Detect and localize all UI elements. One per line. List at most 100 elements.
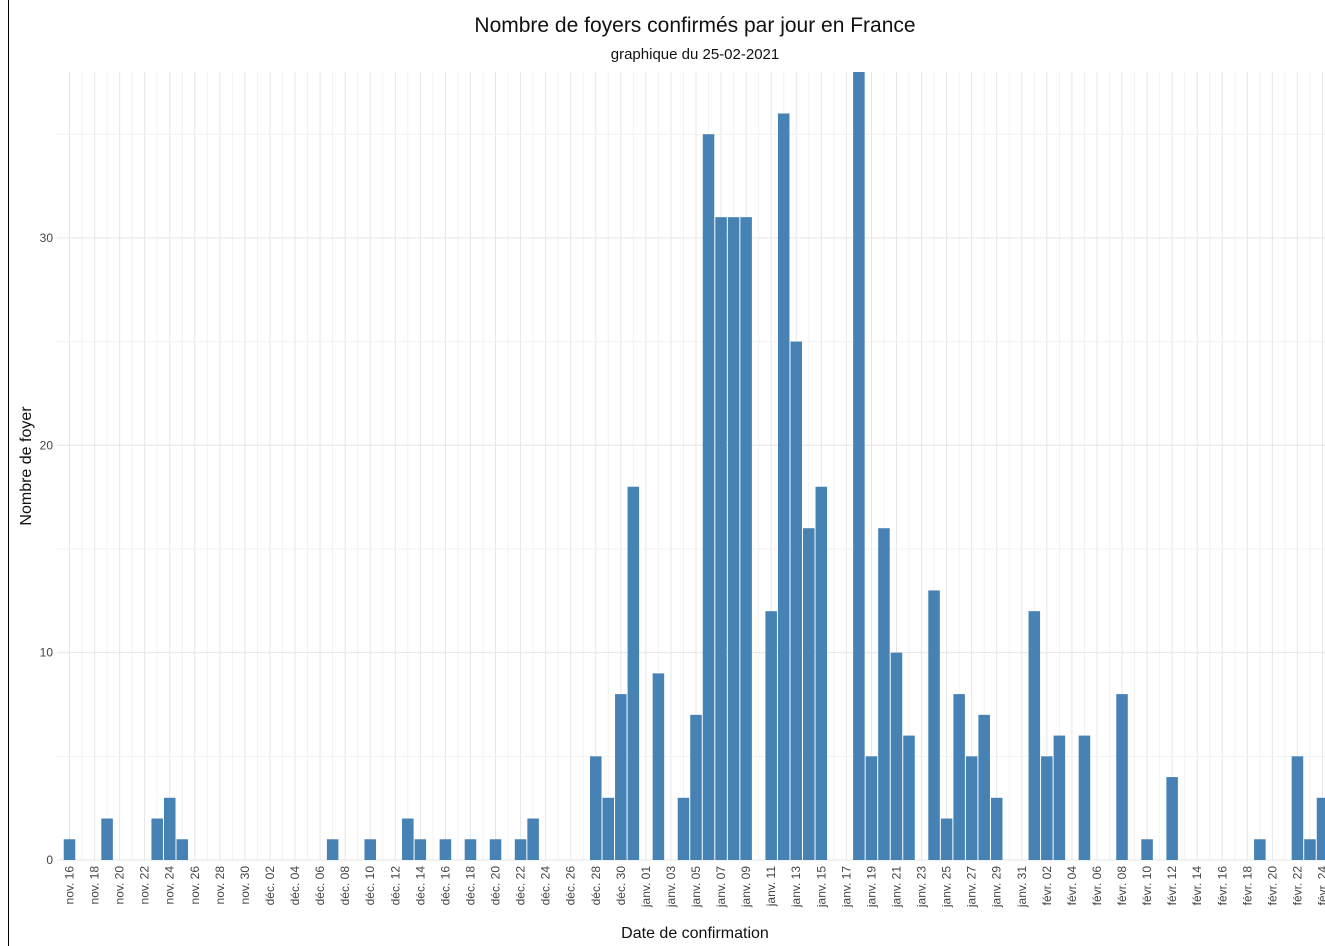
x-tick-label: févr. 16 bbox=[1215, 866, 1229, 906]
y-axis-title: Nombre de foyer bbox=[18, 406, 35, 526]
bar bbox=[1141, 839, 1153, 860]
bar bbox=[489, 839, 502, 860]
x-tick-label: févr. 14 bbox=[1190, 866, 1204, 906]
y-tick-label: 0 bbox=[46, 853, 53, 867]
x-tick-label: janv. 11 bbox=[764, 866, 778, 908]
x-tick-label: déc. 10 bbox=[363, 866, 377, 906]
x-tick-label: déc. 22 bbox=[514, 866, 528, 906]
bars bbox=[63, 72, 1325, 861]
x-tick-label: déc. 24 bbox=[539, 866, 553, 906]
bar bbox=[953, 694, 965, 860]
x-tick-label: déc. 20 bbox=[489, 866, 503, 906]
bar bbox=[803, 528, 815, 860]
x-tick-label: janv. 17 bbox=[839, 866, 853, 908]
bar bbox=[364, 839, 376, 860]
bar bbox=[690, 714, 702, 860]
x-tick-label: déc. 12 bbox=[388, 866, 402, 906]
bar bbox=[740, 217, 752, 860]
x-tick-label: nov. 24 bbox=[163, 866, 177, 905]
left-border-line bbox=[8, 0, 9, 946]
x-tick-label: déc. 18 bbox=[463, 866, 477, 906]
x-tick-labels: nov. 16 nov. 18 nov. 20 nov. 22 nov. 24 nov. … bbox=[63, 866, 1325, 908]
x-tick-label: févr. 24 bbox=[1316, 866, 1325, 906]
x-tick-label: janv. 13 bbox=[789, 866, 803, 908]
bar bbox=[1028, 611, 1041, 860]
x-tick-label: janv. 31 bbox=[1015, 866, 1029, 908]
x-tick-label: janv. 23 bbox=[915, 866, 929, 908]
bar bbox=[589, 756, 602, 860]
x-tick-label: nov. 16 bbox=[63, 866, 77, 905]
bar bbox=[815, 486, 828, 860]
bar bbox=[878, 528, 890, 860]
grid-lines bbox=[57, 72, 1325, 861]
bar bbox=[677, 797, 690, 860]
bar bbox=[978, 714, 990, 860]
x-tick-label: déc. 28 bbox=[589, 866, 603, 906]
bar bbox=[163, 797, 176, 860]
bar bbox=[990, 797, 1003, 860]
x-tick-label: janv. 27 bbox=[965, 866, 979, 908]
x-tick-label: févr. 02 bbox=[1040, 866, 1054, 906]
x-tick-label: déc. 02 bbox=[263, 866, 277, 906]
bar bbox=[414, 839, 427, 860]
bar bbox=[965, 756, 978, 860]
y-tick-label: 10 bbox=[40, 646, 54, 660]
bar bbox=[464, 839, 477, 860]
bar bbox=[176, 839, 189, 860]
x-tick-label: déc. 16 bbox=[438, 866, 452, 906]
x-tick-label: janv. 09 bbox=[739, 866, 753, 908]
x-tick-label: nov. 18 bbox=[88, 866, 102, 905]
x-tick-label: déc. 14 bbox=[413, 866, 427, 906]
x-tick-label: déc. 04 bbox=[288, 866, 302, 906]
x-tick-label: déc. 06 bbox=[313, 866, 327, 906]
bar bbox=[101, 818, 113, 860]
bar bbox=[765, 611, 777, 860]
x-tick-label: févr. 10 bbox=[1140, 866, 1154, 906]
x-tick-label: févr. 08 bbox=[1115, 866, 1129, 906]
y-tick-label: 20 bbox=[40, 438, 54, 452]
bar bbox=[702, 134, 715, 861]
bar bbox=[903, 735, 915, 860]
bar bbox=[1291, 756, 1304, 860]
x-tick-label: janv. 21 bbox=[889, 866, 903, 908]
bar bbox=[439, 839, 452, 860]
x-tick-label: févr. 18 bbox=[1240, 866, 1254, 906]
bar bbox=[627, 486, 640, 860]
x-tick-label: nov. 30 bbox=[238, 866, 252, 905]
x-tick-label: févr. 12 bbox=[1165, 866, 1179, 906]
x-tick-label: nov. 22 bbox=[138, 866, 152, 905]
bar bbox=[865, 756, 878, 860]
x-tick-label: janv. 29 bbox=[990, 866, 1004, 908]
bar bbox=[514, 839, 527, 860]
bar bbox=[602, 797, 615, 860]
bar bbox=[1166, 777, 1178, 860]
x-tick-label: janv. 19 bbox=[864, 866, 878, 908]
bar bbox=[715, 217, 727, 860]
y-tick-label: 30 bbox=[40, 231, 54, 245]
bar bbox=[527, 818, 539, 860]
x-tick-label: janv. 07 bbox=[714, 866, 728, 908]
bar bbox=[1304, 839, 1316, 860]
x-tick-label: janv. 01 bbox=[639, 866, 653, 908]
x-tick-label: nov. 26 bbox=[188, 866, 202, 905]
bar bbox=[777, 113, 790, 860]
x-tick-label: déc. 26 bbox=[564, 866, 578, 906]
x-tick-label: janv. 05 bbox=[689, 866, 703, 908]
x-tick-label: janv. 25 bbox=[940, 866, 954, 908]
bar bbox=[928, 590, 940, 860]
bar bbox=[1053, 735, 1066, 860]
bar bbox=[1316, 797, 1325, 860]
bar bbox=[615, 694, 627, 860]
bar bbox=[1116, 694, 1128, 860]
bar bbox=[63, 839, 76, 860]
bar bbox=[402, 818, 414, 860]
x-tick-label: févr. 20 bbox=[1265, 866, 1279, 906]
y-tick-labels: 0 10 20 30 bbox=[40, 231, 54, 867]
x-tick-label: janv. 03 bbox=[664, 866, 678, 908]
x-tick-label: nov. 20 bbox=[113, 866, 127, 905]
bar bbox=[1041, 756, 1053, 860]
bar bbox=[940, 818, 953, 860]
bar bbox=[790, 341, 803, 860]
x-tick-label: févr. 06 bbox=[1090, 866, 1104, 906]
